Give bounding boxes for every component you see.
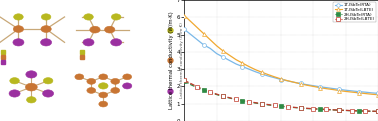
Circle shape bbox=[10, 78, 19, 84]
Circle shape bbox=[90, 26, 100, 33]
Circle shape bbox=[75, 74, 84, 80]
Circle shape bbox=[99, 101, 108, 107]
Circle shape bbox=[122, 83, 132, 89]
Circle shape bbox=[123, 74, 132, 80]
Circle shape bbox=[84, 14, 93, 20]
Circle shape bbox=[9, 90, 20, 97]
Circle shape bbox=[111, 78, 120, 84]
Circle shape bbox=[14, 14, 23, 20]
Circle shape bbox=[41, 26, 51, 32]
Circle shape bbox=[26, 97, 36, 103]
Circle shape bbox=[112, 14, 121, 20]
Circle shape bbox=[13, 26, 23, 32]
Circle shape bbox=[26, 71, 37, 78]
Legend: 1T-ISbTe(RTA), 1T-ISbTe(LBTE), 2H-ISbTe(RTA), 2H-ISbTe(LBTE): 1T-ISbTe(RTA), 1T-ISbTe(LBTE), 2H-ISbTe(… bbox=[333, 2, 376, 23]
Circle shape bbox=[43, 78, 53, 84]
Circle shape bbox=[105, 26, 115, 33]
Circle shape bbox=[41, 14, 51, 20]
Circle shape bbox=[25, 83, 37, 91]
Y-axis label: Lattice thermal conductivity (W/m·K): Lattice thermal conductivity (W/m·K) bbox=[169, 12, 174, 109]
Circle shape bbox=[13, 39, 24, 46]
Text: Lattice thermal conductivity (W/m·K): Lattice thermal conductivity (W/m·K) bbox=[180, 23, 184, 98]
Circle shape bbox=[99, 74, 108, 80]
Circle shape bbox=[111, 39, 122, 46]
Circle shape bbox=[83, 39, 94, 46]
Circle shape bbox=[99, 92, 108, 98]
Circle shape bbox=[87, 78, 96, 84]
Circle shape bbox=[43, 90, 54, 97]
Circle shape bbox=[40, 39, 52, 46]
Circle shape bbox=[111, 87, 120, 93]
Circle shape bbox=[87, 87, 96, 93]
Circle shape bbox=[98, 83, 108, 89]
